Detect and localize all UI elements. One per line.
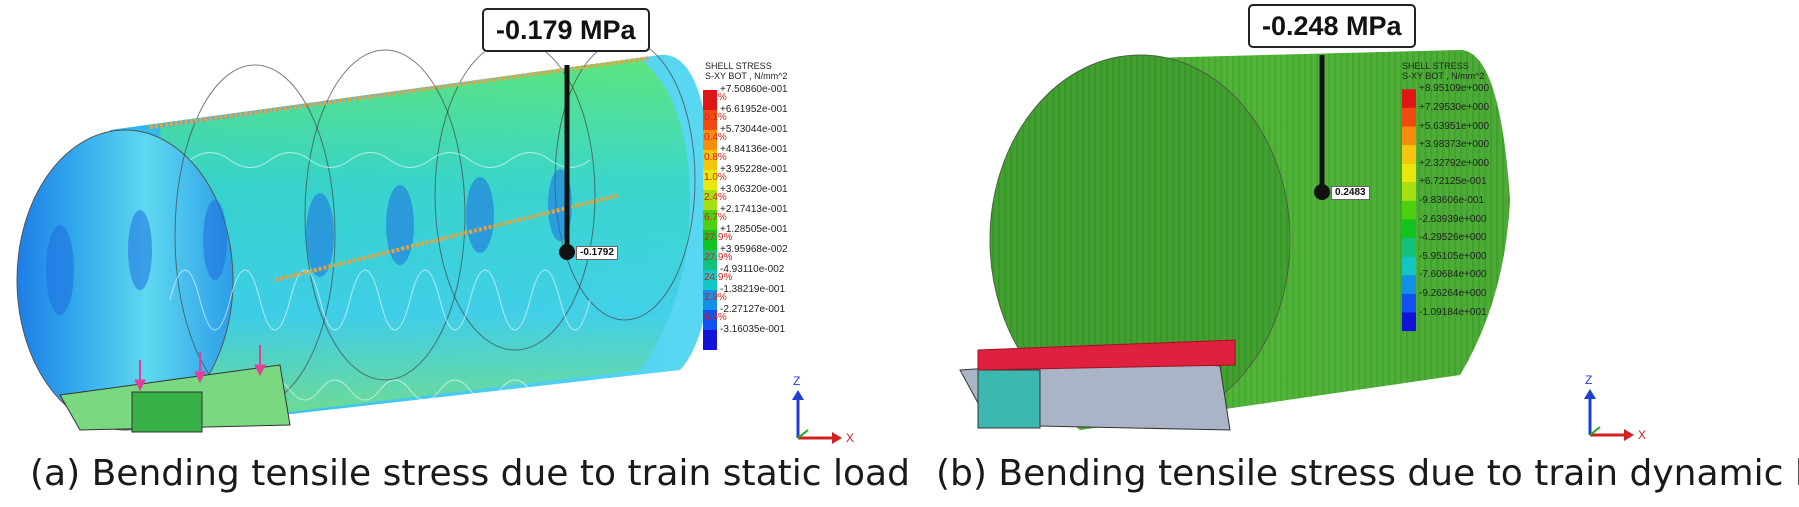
legend-value: +5.63951e+000 — [1419, 120, 1490, 132]
legend-percent: 0.4% — [704, 132, 727, 143]
legend-swatch — [703, 190, 717, 210]
stress-callout: -0.179 MPa — [482, 8, 650, 52]
legend-percent: 0.8% — [704, 152, 727, 163]
legend-percent: 27.9% — [704, 252, 733, 263]
legend-swatch — [1402, 145, 1416, 164]
legend-value: +2.32792e+000 — [1419, 157, 1490, 169]
legend-swatch — [1402, 219, 1416, 239]
legend-subtitle: S-XY BOT , N/mm^2 — [1402, 71, 1485, 81]
point-value-label: -0.1792 — [576, 246, 618, 260]
rail-load-region — [977, 339, 1236, 371]
legend-swatch — [703, 290, 717, 310]
legend-swatch — [703, 230, 717, 250]
axis-triad — [1584, 389, 1634, 441]
axis-x-label: X — [846, 431, 855, 445]
point-value-label: 0.2483 — [1331, 186, 1370, 200]
legend-percent: 1.0% — [704, 172, 727, 183]
legend-subtitle: S-XY BOT , N/mm^2 — [705, 71, 788, 81]
legend-value: +3.98373e+000 — [1419, 139, 1490, 151]
legend-swatch — [703, 270, 717, 290]
load-arrows — [134, 345, 266, 392]
legend-swatch — [703, 310, 717, 330]
legend-swatch — [1402, 107, 1416, 127]
legend-value: -2.63939e+000 — [1419, 213, 1487, 225]
legend-percent: 0.1% — [704, 92, 727, 103]
legend-swatch — [1402, 293, 1416, 313]
axis-z-label: Z — [1585, 373, 1593, 387]
legend-value: -7.60684e+000 — [1419, 269, 1487, 281]
legend-swatch — [703, 210, 717, 230]
legend-value: -4.93110e-002 — [720, 264, 785, 275]
legend-swatch — [703, 150, 717, 170]
legend-value: -9.26264e+000 — [1419, 287, 1487, 299]
legend-value: +3.95228e-001 — [720, 164, 788, 175]
legend-value: +6.72125e-001 — [1419, 176, 1487, 188]
legend-value: +7.29530e+000 — [1419, 101, 1490, 113]
tunnel-model-dynamic — [959, 50, 1634, 441]
legend-percent: 24.9% — [704, 272, 733, 283]
caption-static: (a) Bending tensile stress due to train … — [30, 453, 910, 494]
legend-value: -4.29526e+000 — [1419, 232, 1487, 244]
legend-value: +6.61952e-001 — [720, 104, 788, 115]
legend-percent: 0.6% — [704, 312, 727, 323]
caption-dynamic: (b) Bending tensile stress due to train … — [936, 453, 1799, 494]
legend-value: -1.38219e-001 — [720, 284, 786, 295]
legend-value: -9.83606e-001 — [1419, 194, 1485, 206]
measurement-point — [559, 244, 575, 260]
legend-swatch — [1402, 182, 1416, 201]
legend-value: +5.73044e-001 — [720, 124, 788, 135]
legend-value: -1.09184e+001 — [1419, 306, 1487, 318]
legend-title: SHELL STRESS — [705, 61, 772, 71]
legend-percent: 6.7% — [704, 212, 727, 223]
axis-z-label: Z — [793, 374, 801, 388]
legend-swatch — [703, 330, 717, 350]
legend-value: +2.17413e-001 — [720, 204, 788, 215]
legend-swatch — [703, 90, 717, 110]
legend-swatch — [703, 110, 717, 130]
legend-percent: 27.9% — [704, 232, 733, 243]
axis-triad — [792, 390, 842, 444]
legend-percent: 0.1% — [704, 112, 727, 123]
legend-swatch — [1402, 275, 1416, 294]
legend-swatch — [1402, 89, 1416, 108]
panel-static-load: -0.179 MPa -0.1792 SHELL STRESS S-XY BOT… — [16, 8, 910, 494]
legend-swatch — [1402, 163, 1416, 183]
legend-swatch — [703, 250, 717, 270]
legend-value: -3.16035e-001 — [720, 324, 786, 335]
legend-swatch — [703, 130, 717, 150]
measurement-point — [1314, 184, 1330, 200]
legend-swatch — [1402, 126, 1416, 146]
legend-value: +3.95968e-002 — [720, 244, 788, 255]
legend-percent: 2.4% — [704, 192, 727, 203]
legend-swatch — [1402, 256, 1416, 276]
tunnel-bore — [17, 130, 233, 430]
legend-value: +4.84136e-001 — [720, 144, 788, 155]
legend-value: +7.50860e-001 — [720, 84, 788, 95]
legend-value: -2.27127e-001 — [720, 304, 786, 315]
axis-x-label: X — [1638, 428, 1647, 442]
legend-color-bar — [703, 90, 717, 350]
legend-title: SHELL STRESS — [1402, 61, 1469, 71]
legend-value: +3.06320e-001 — [720, 184, 788, 195]
legend-percent: 2.9% — [704, 292, 727, 303]
legend-color-bar — [1402, 89, 1416, 332]
tunnel-model-static — [16, 39, 842, 444]
legend-value: +1.28505e-001 — [720, 224, 788, 235]
legend-value: -5.95105e+000 — [1419, 250, 1487, 262]
legend-swatch — [1402, 200, 1416, 220]
legend-value: +8.95109e+000 — [1419, 83, 1490, 95]
legend-swatch — [703, 170, 717, 190]
stress-callout: -0.248 MPa — [1248, 4, 1416, 48]
panel-dynamic-load: -0.248 MPa 0.2483 SHELL STRESS S-XY BOT … — [900, 0, 1799, 507]
legend-swatch — [1402, 238, 1416, 257]
legend-swatch — [1402, 312, 1416, 332]
